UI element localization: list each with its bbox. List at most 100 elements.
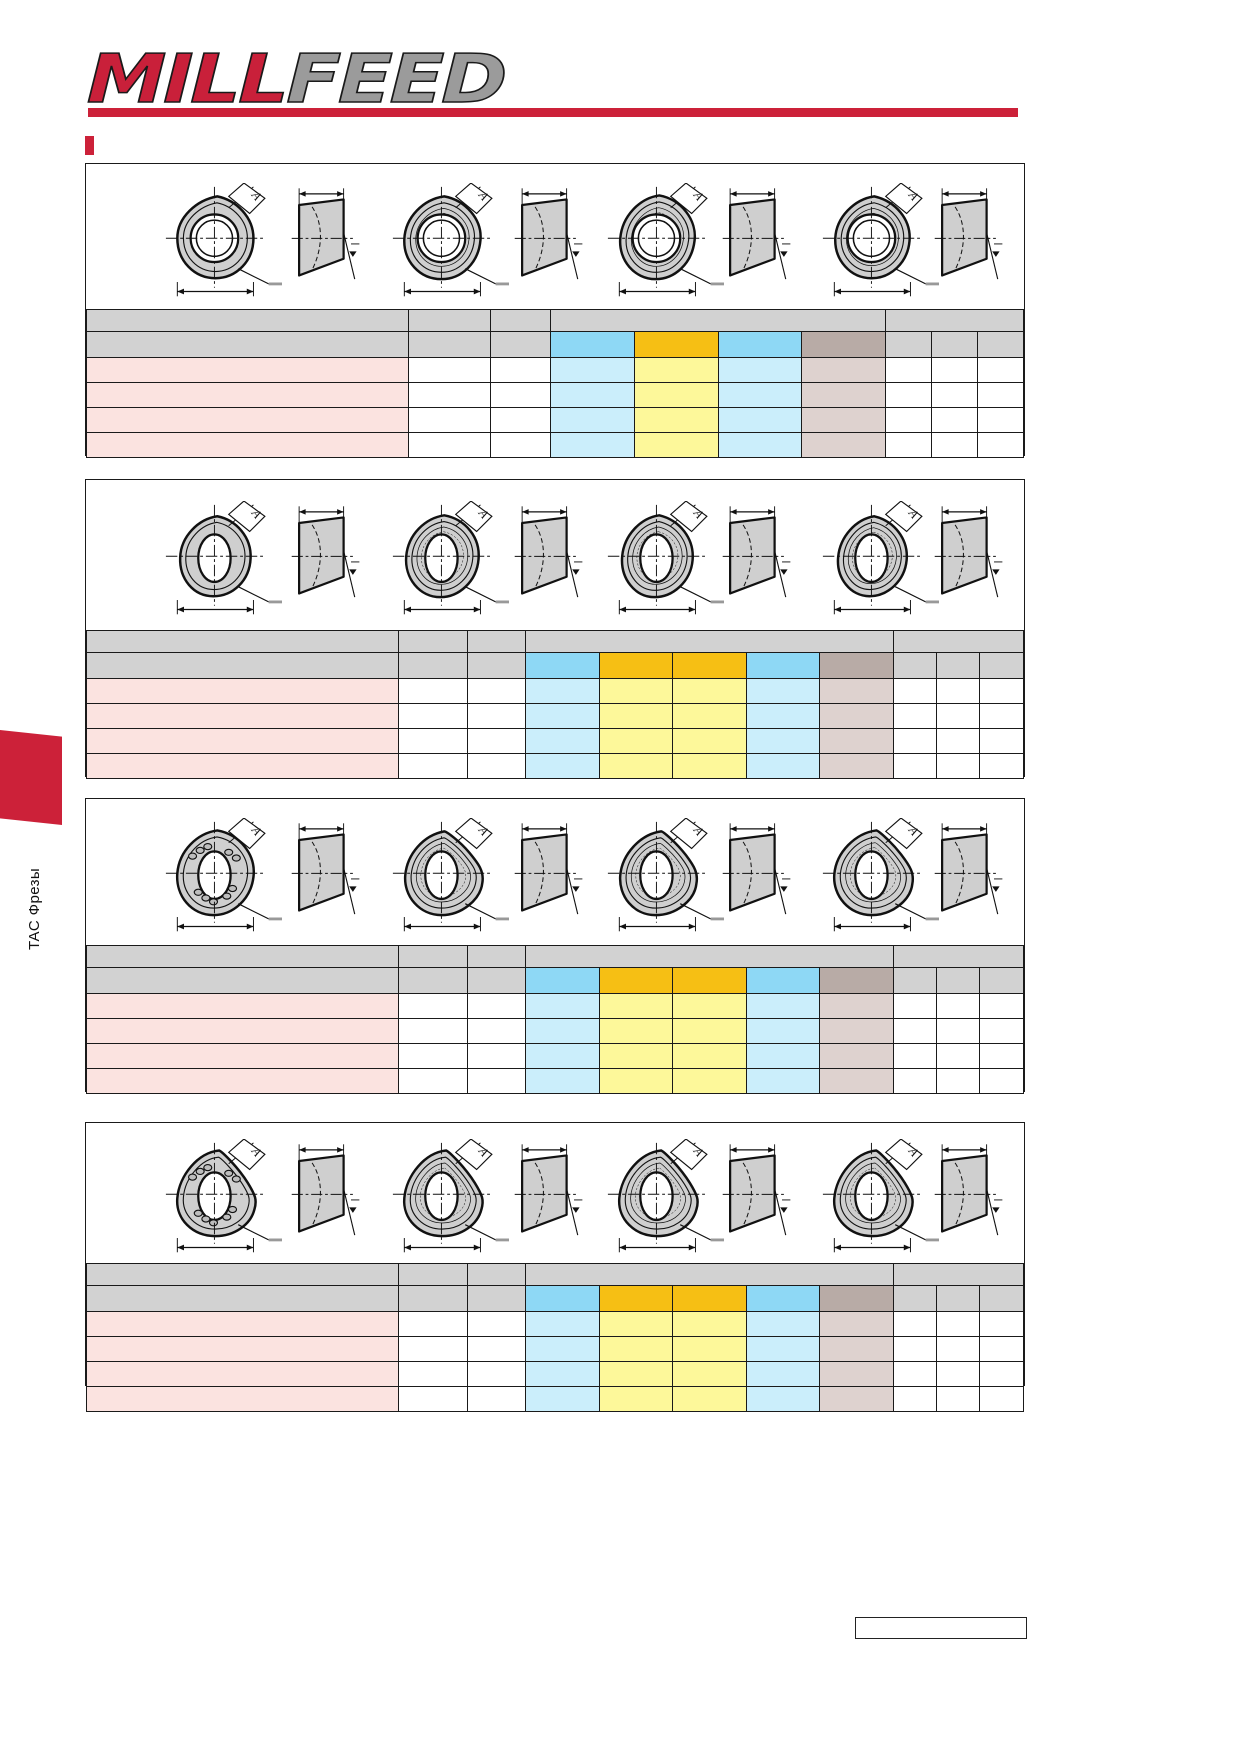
- spec-cell: [86, 357, 409, 383]
- spec-header-row: [86, 630, 1025, 653]
- spec-cell: [745, 1336, 821, 1362]
- insert-1-2-side: [511, 183, 587, 328]
- insert-2-3-face: A: [606, 500, 724, 651]
- spec-cell: [633, 432, 719, 458]
- spec-header-cell: [525, 967, 600, 994]
- spec-cell: [672, 1068, 747, 1094]
- spec-header-cell: [892, 945, 1025, 968]
- spec-header-cell: [86, 652, 399, 679]
- spec-cell: [979, 703, 1024, 729]
- spec-cell: [490, 382, 551, 408]
- insert-3-2-side: [511, 818, 587, 964]
- spec-cell: [86, 432, 409, 458]
- spec-cell: [549, 357, 635, 383]
- insert-face-view: A: [165, 1138, 282, 1253]
- spec-cell: [892, 1386, 938, 1412]
- insert-4-2-face: A: [391, 1138, 509, 1279]
- table-row[interactable]: [86, 728, 1024, 754]
- spec-cell: [979, 1018, 1024, 1044]
- spec-cell: [467, 1386, 527, 1412]
- spec-cell: [717, 382, 803, 408]
- spec-header-cell: [407, 309, 492, 332]
- spec-cell: [397, 993, 469, 1019]
- spec-header-cell: [490, 331, 551, 358]
- insert-face-view: A: [607, 500, 724, 615]
- table-row[interactable]: [86, 1311, 1024, 1337]
- spec-cell: [819, 1386, 894, 1412]
- spec-header-row: [86, 1263, 1025, 1286]
- spec-cell: [467, 1361, 527, 1387]
- table-row[interactable]: [86, 1068, 1024, 1094]
- spec-cell: [598, 1336, 674, 1362]
- table-row[interactable]: [86, 1361, 1024, 1387]
- insert-3-3-side: [719, 818, 795, 964]
- section-marker: [85, 136, 94, 155]
- spec-cell: [979, 1043, 1024, 1069]
- spec-cell: [931, 407, 979, 433]
- spec-table-wrap-1: [86, 309, 1024, 458]
- spec-cell: [86, 728, 399, 754]
- table-row[interactable]: [86, 1386, 1024, 1412]
- spec-cell: [467, 1068, 527, 1094]
- spec-cell: [979, 1336, 1024, 1362]
- spec-header-cell: [549, 331, 635, 358]
- spec-header-cell: [885, 309, 1024, 332]
- table-row[interactable]: [86, 753, 1024, 779]
- spec-cell: [467, 1336, 527, 1362]
- insert-face-view: A: [392, 500, 509, 615]
- spec-header-cell: [525, 630, 894, 653]
- insert-side-view: [934, 506, 1006, 598]
- spec-header-cell: [467, 652, 527, 679]
- spec-cell: [598, 1311, 674, 1337]
- spec-header-cell: [801, 331, 887, 358]
- table-row[interactable]: [86, 407, 1024, 433]
- spec-header-cell: [407, 331, 492, 358]
- spec-cell: [525, 1018, 600, 1044]
- spec-cell: [745, 1386, 821, 1412]
- insert-4-3-face: A: [606, 1138, 724, 1279]
- insert-face-view: A: [165, 182, 282, 297]
- table-row[interactable]: [86, 1336, 1024, 1362]
- spec-header-cell: [979, 652, 1024, 679]
- spec-cell: [86, 678, 399, 704]
- spec-cell: [86, 1361, 399, 1387]
- spec-header-row: [86, 309, 1024, 332]
- table-row[interactable]: [86, 678, 1024, 704]
- spec-cell: [979, 728, 1024, 754]
- insert-2-4-face: A: [821, 500, 939, 651]
- spec-table-2: [86, 630, 1025, 779]
- insert-face-view: A: [165, 817, 282, 932]
- spec-header-cell: [467, 1263, 527, 1286]
- spec-cell: [936, 1361, 981, 1387]
- table-row[interactable]: [86, 357, 1024, 383]
- logo-word-mill: MILL: [86, 39, 289, 119]
- page-number-box: [855, 1617, 1027, 1639]
- table-row[interactable]: [86, 1043, 1024, 1069]
- insert-side-view: [291, 188, 363, 280]
- table-row[interactable]: [86, 432, 1024, 458]
- spec-cell: [819, 728, 894, 754]
- insert-4-4-side: [931, 1139, 1007, 1279]
- table-row[interactable]: [86, 703, 1024, 729]
- insert-face-view: A: [392, 817, 509, 932]
- spec-cell: [598, 703, 674, 729]
- spec-header-cell: [892, 1285, 938, 1312]
- spec-cell: [936, 993, 981, 1019]
- spec-cell: [633, 407, 719, 433]
- table-row[interactable]: [86, 1018, 1024, 1044]
- insert-3-1-side: [288, 818, 364, 964]
- spec-header-row: [86, 967, 1024, 994]
- spec-header-cell: [86, 967, 399, 994]
- insert-2-1-face: A: [164, 500, 282, 651]
- insert-side-view: [934, 1144, 1006, 1236]
- table-row[interactable]: [86, 382, 1024, 408]
- spec-header-cell: [979, 967, 1024, 994]
- table-row[interactable]: [86, 993, 1024, 1019]
- spec-cell: [979, 993, 1024, 1019]
- spec-cell: [397, 1386, 469, 1412]
- spec-cell: [397, 1336, 469, 1362]
- insert-side-view: [722, 1144, 794, 1236]
- spec-cell: [936, 1311, 981, 1337]
- spec-header-cell: [745, 652, 821, 679]
- insert-4-1-side: [288, 1139, 364, 1279]
